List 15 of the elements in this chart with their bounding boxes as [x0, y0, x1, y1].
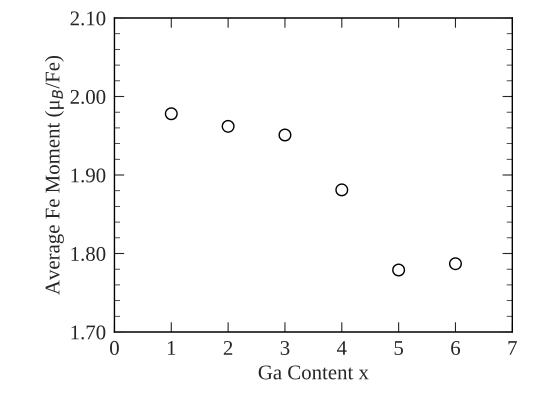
x-tick-label: 3: [280, 340, 290, 355]
x-tick-label: 1: [168, 341, 176, 355]
y-tick-label: 1.80: [71, 246, 106, 262]
x-tick-label: 6: [451, 340, 460, 355]
x-tick-label: 2: [224, 340, 232, 355]
y-tick-label: 1.90: [71, 168, 106, 183]
y-axis-title: Average Fe Moment (μ$_{B}$/Fe): [44, 56, 64, 295]
x-tick-label: 0: [110, 340, 119, 355]
y-tick-label: 2.10: [70, 11, 106, 26]
x-tick-label: 7: [508, 341, 517, 355]
x-tick-label: 4: [336, 341, 347, 355]
y-tick-label: 1.70: [71, 325, 106, 340]
x-tick-label: 5: [394, 341, 404, 355]
y-tick-label: 2.00: [70, 90, 106, 104]
x-axis-title: Ga Content x: [258, 365, 369, 380]
